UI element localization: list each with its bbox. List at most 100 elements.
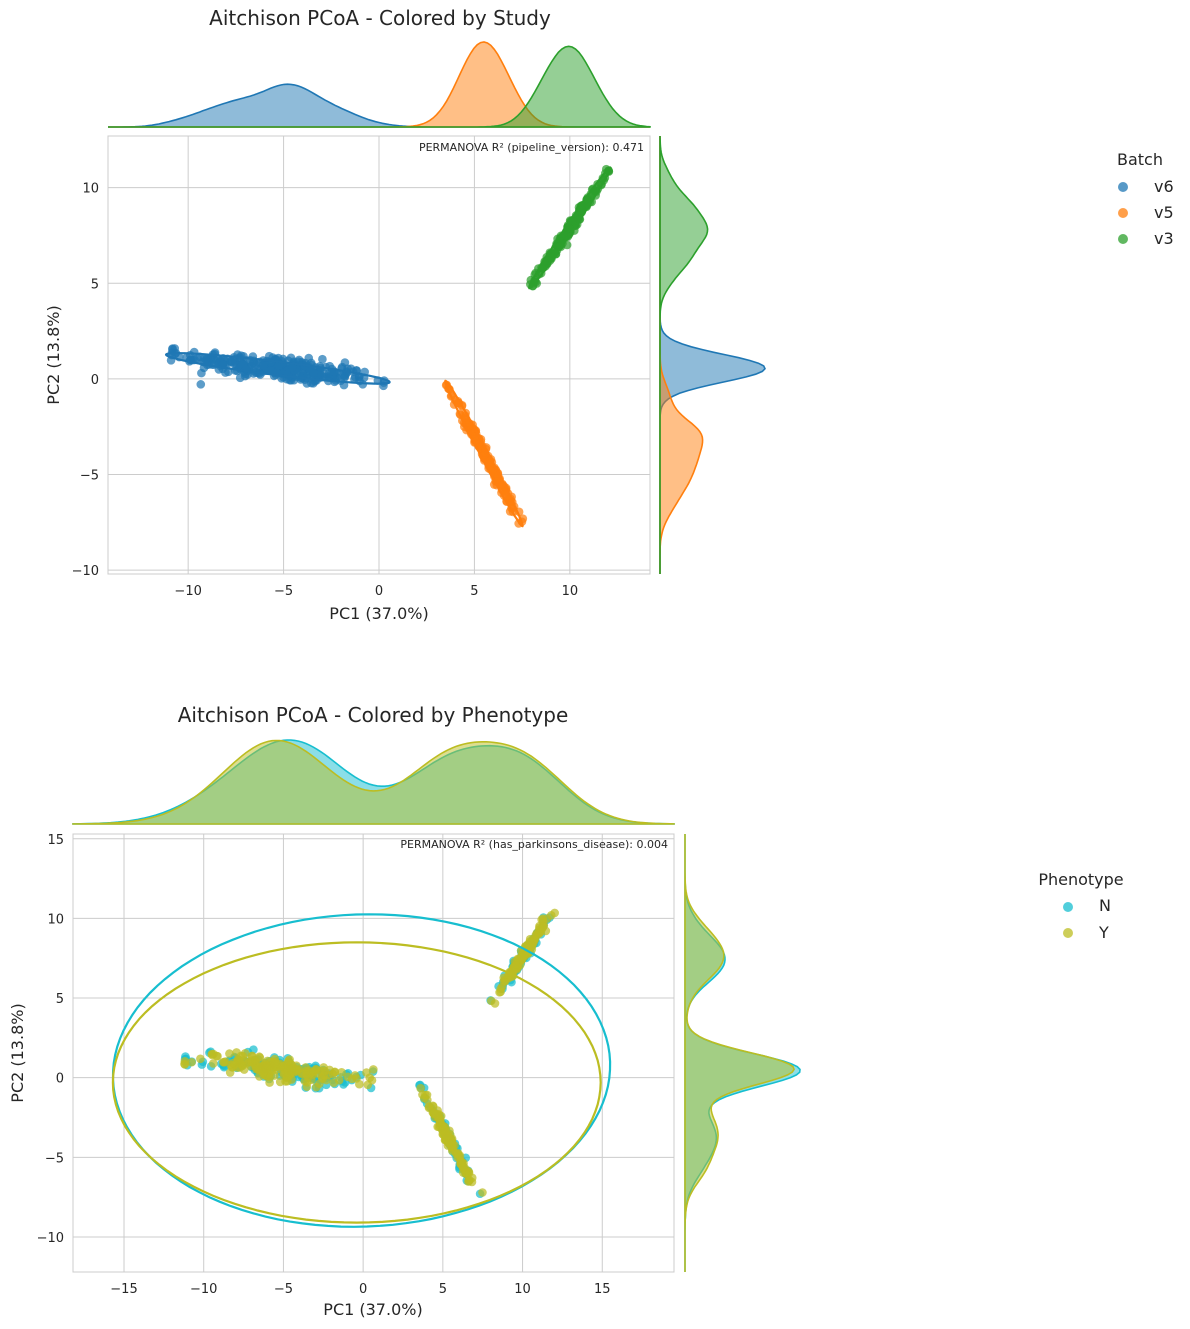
x-tick-label: −5 <box>274 1282 293 1297</box>
data-point <box>362 1068 371 1077</box>
data-point <box>253 1063 262 1072</box>
data-point <box>300 1076 310 1086</box>
confidence-ellipses <box>111 913 612 1228</box>
data-point <box>282 1072 292 1082</box>
legend-marker <box>1118 182 1128 192</box>
legend-label: v5 <box>1154 203 1174 222</box>
plot-area: PERMANOVA R² (pipeline_version): 0.471 <box>107 135 651 575</box>
y-axis-label: PC2 (13.8%) <box>8 1003 27 1102</box>
data-point <box>233 1055 243 1064</box>
data-point <box>197 368 206 378</box>
data-point <box>497 982 507 992</box>
legend-marker <box>1063 902 1073 912</box>
data-point <box>235 373 245 383</box>
data-point <box>263 1056 272 1066</box>
right-marginal-kde <box>659 135 766 574</box>
data-point <box>531 930 541 940</box>
data-point <box>529 938 538 948</box>
chart-title: Aitchison PCoA - Colored by Study <box>209 6 551 30</box>
kde-curve-y <box>659 135 709 574</box>
data-point <box>247 1057 256 1067</box>
data-point <box>444 1138 454 1148</box>
confidence-ellipse <box>444 379 524 528</box>
data-point <box>209 1059 218 1068</box>
chart-study: Aitchison PCoA - Colored by Study PERMAN… <box>44 6 1174 623</box>
chart-phenotype: Aitchison PCoA - Colored by Phenotype PE… <box>8 703 1124 1319</box>
data-point <box>187 1057 196 1067</box>
legend-label: Y <box>1098 923 1109 942</box>
y-tick-label: −10 <box>72 564 99 579</box>
legend-title: Phenotype <box>1038 870 1123 889</box>
data-point <box>225 1049 234 1058</box>
y-tick-label: −10 <box>37 1231 64 1246</box>
kde-curve-x <box>108 45 651 128</box>
data-point <box>315 1079 324 1089</box>
x-tick-label: −10 <box>174 584 201 599</box>
data-point <box>464 1167 474 1177</box>
data-point <box>418 1090 427 1099</box>
data-point <box>509 965 518 975</box>
data-point <box>275 1077 285 1087</box>
data-points <box>180 908 559 1199</box>
data-point <box>340 358 350 367</box>
x-tick-label: 5 <box>439 1282 447 1297</box>
data-point <box>274 353 283 363</box>
y-tick-label: 10 <box>82 182 99 197</box>
legend-entry-v5: v5 <box>1118 203 1174 222</box>
data-point <box>330 1067 339 1077</box>
kde-curve-y <box>684 834 796 1272</box>
data-point <box>453 1148 463 1158</box>
data-point <box>270 1059 280 1069</box>
data-point <box>369 1065 378 1074</box>
data-point <box>319 1070 329 1080</box>
legend-label: v6 <box>1154 177 1174 196</box>
data-point <box>352 1074 361 1083</box>
y-axis-label: PC2 (13.8%) <box>44 305 63 404</box>
confidence-ellipses <box>164 166 612 528</box>
plot-area: PERMANOVA R² (has_parkinsons_disease): 0… <box>72 833 675 1273</box>
x-tick-label: 10 <box>562 584 579 599</box>
data-point <box>515 954 525 964</box>
y-tick-label: 5 <box>91 277 99 292</box>
data-point <box>309 368 318 378</box>
y-tick-label: 15 <box>47 833 64 848</box>
data-point <box>432 1110 441 1119</box>
data-point <box>424 1102 434 1111</box>
data-point <box>259 361 268 370</box>
data-point <box>363 1080 373 1090</box>
y-tick-label: 10 <box>47 912 64 927</box>
x-tick-label: 0 <box>375 584 383 599</box>
legend-marker <box>1063 928 1073 938</box>
data-point <box>247 362 257 371</box>
data-point <box>219 1058 229 1067</box>
chart-title: Aitchison PCoA - Colored by Phenotype <box>178 703 569 727</box>
data-point <box>329 1078 339 1087</box>
data-point <box>535 923 544 932</box>
permanova-annotation: PERMANOVA R² (pipeline_version): 0.471 <box>419 141 644 154</box>
data-point <box>258 1068 268 1077</box>
y-tick-label: −5 <box>80 469 99 484</box>
confidence-ellipse <box>111 941 602 1224</box>
data-point <box>180 1060 190 1069</box>
x-axis-label: PC1 (37.0%) <box>323 1300 422 1319</box>
legend-entry-n: N <box>1063 896 1111 915</box>
y-tick-label: 0 <box>56 1072 64 1087</box>
data-point <box>235 1063 245 1072</box>
x-tick-label: 15 <box>594 1282 611 1297</box>
legend: Batch v6 v5 v3 <box>1117 150 1174 248</box>
data-point <box>196 380 206 389</box>
data-point <box>213 1051 222 1061</box>
x-tick-label: 0 <box>359 1282 367 1297</box>
x-axis-label: PC1 (37.0%) <box>329 604 428 623</box>
gridlines <box>73 834 674 1272</box>
x-tick-label: 10 <box>514 1282 531 1297</box>
legend: Phenotype N Y <box>1038 870 1123 942</box>
y-tick-label: 5 <box>56 992 64 1007</box>
confidence-ellipse <box>528 166 612 290</box>
data-point <box>586 189 596 199</box>
data-point <box>337 1067 346 1077</box>
permanova-annotation: PERMANOVA R² (has_parkinsons_disease): 0… <box>400 838 668 851</box>
confidence-ellipse <box>164 352 391 385</box>
y-tick-label: −5 <box>45 1151 64 1166</box>
right-marginal-kde <box>684 834 801 1272</box>
